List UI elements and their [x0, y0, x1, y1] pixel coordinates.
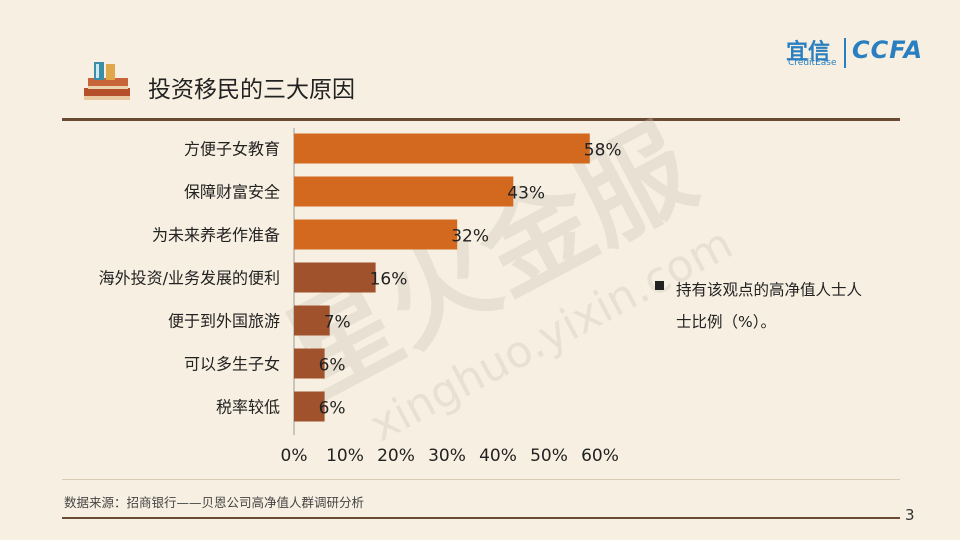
- category-label-6: 税率较低: [216, 398, 280, 417]
- x-tick-3: 30%: [428, 446, 466, 466]
- data-source: 数据来源：招商银行——贝恩公司高净值人群调研分析: [64, 495, 365, 510]
- legend-text: 持有该观点的高净值人士人士比例（%）。: [676, 281, 863, 331]
- footer-divider: [62, 479, 900, 480]
- category-label-4: 便于到外国旅游: [168, 312, 280, 331]
- legend-marker: [655, 281, 664, 290]
- logo-primary: 宜信: [786, 40, 831, 65]
- brand-logo: 宜信 CreditEase CCFA: [786, 36, 936, 70]
- page-number: 3: [905, 506, 915, 524]
- x-tick-1: 10%: [326, 446, 364, 466]
- logo-brand: CCFA: [852, 36, 924, 64]
- category-label-5: 可以多生子女: [184, 355, 280, 374]
- x-tick-0: 0%: [281, 446, 308, 466]
- category-label-1: 保障财富安全: [184, 183, 280, 202]
- logo-secondary: CreditEase: [788, 58, 837, 68]
- logo-divider: [844, 38, 846, 68]
- value-label-6: 6%: [319, 399, 346, 419]
- x-tick-5: 50%: [530, 446, 568, 466]
- value-label-0: 58%: [584, 141, 622, 161]
- category-label-2: 为未来养老作准备: [152, 226, 280, 245]
- bar-4: [294, 305, 330, 336]
- value-label-5: 6%: [319, 356, 346, 376]
- header-divider: [62, 118, 900, 121]
- x-tick-2: 20%: [377, 446, 415, 466]
- bar-1: [294, 176, 514, 207]
- value-label-4: 7%: [324, 313, 351, 333]
- value-label-1: 43%: [507, 184, 545, 204]
- value-label-2: 32%: [451, 227, 489, 247]
- bar-2: [294, 219, 458, 250]
- bar-5: [294, 348, 325, 379]
- category-label-3: 海外投资/业务发展的便利: [99, 269, 280, 288]
- bar-6: [294, 391, 325, 422]
- page-title: 投资移民的三大原因: [148, 77, 355, 103]
- bar-3: [294, 262, 376, 293]
- category-label-0: 方便子女教育: [184, 140, 280, 159]
- value-label-3: 16%: [370, 270, 408, 290]
- books-icon: [84, 62, 130, 100]
- x-tick-4: 40%: [479, 446, 517, 466]
- x-tick-6: 60%: [581, 446, 619, 466]
- bar-0: [294, 133, 590, 164]
- bottom-divider: [62, 517, 900, 519]
